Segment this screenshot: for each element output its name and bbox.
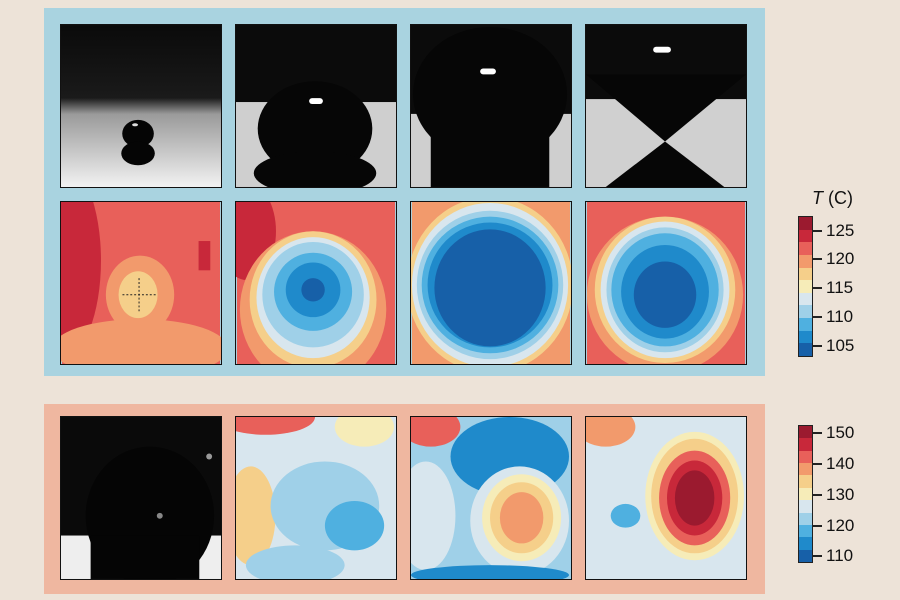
colorbar-band (799, 450, 812, 464)
tick-label: 120 (826, 516, 855, 535)
droplet-photo-4 (585, 24, 747, 188)
colorbar-band (799, 426, 812, 439)
tick-label: 140 (826, 454, 855, 473)
colorbar-band (799, 254, 812, 268)
colorbar-band (799, 330, 812, 344)
tick-label: 125 (826, 221, 855, 240)
tick-label: 130 (826, 485, 855, 504)
temperature-map-1 (60, 201, 222, 365)
colorbar-band (799, 267, 812, 281)
droplet-photo-boiling (60, 416, 222, 580)
colorbar-bottom (798, 425, 813, 563)
droplet-photo-3 (410, 24, 572, 188)
colorbar-band (799, 500, 812, 513)
tick-label: 105 (826, 336, 855, 355)
temperature-map-6 (410, 416, 572, 580)
tick-label: 115 (826, 278, 854, 297)
colorbar-band (799, 537, 812, 550)
droplet-photo-1 (60, 24, 222, 188)
colorbar-band (799, 229, 812, 243)
tick-label: 120 (826, 249, 855, 268)
colorbar-title: T (C) (812, 188, 854, 208)
colorbar-band (799, 524, 812, 538)
colorbar-band (799, 292, 812, 306)
droplet-photo-2 (235, 24, 397, 188)
colorbar-band (799, 318, 812, 331)
tick-label: 110 (826, 546, 854, 565)
colorbar-band (799, 475, 812, 488)
colorbar-band (799, 512, 812, 525)
colorbar-band (799, 217, 812, 230)
tick-label: 150 (826, 423, 855, 442)
colorbar-band (799, 242, 812, 255)
colorbar-band (799, 487, 812, 501)
colorbar-band (799, 463, 812, 476)
colorbar-band (799, 280, 812, 293)
colorbar-band (799, 305, 812, 319)
colorbar-top (798, 216, 813, 357)
colorbar-band (799, 549, 812, 562)
temperature-map-3 (410, 201, 572, 365)
tick-label: 110 (826, 307, 854, 326)
colorbar-band (799, 343, 812, 357)
temperature-map-4 (585, 201, 747, 365)
temperature-map-5 (235, 416, 397, 580)
temperature-map-7 (585, 416, 747, 580)
colorbar-band (799, 438, 812, 451)
temperature-map-2 (235, 201, 397, 365)
